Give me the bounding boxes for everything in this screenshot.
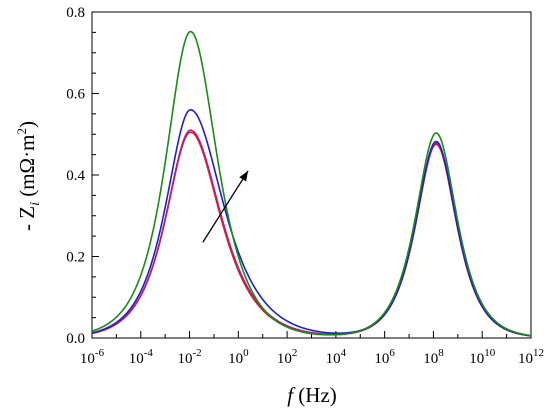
series-line — [91, 30, 532, 337]
y-tick-label: 0.6 — [66, 87, 85, 103]
x-tick-label: 106 — [374, 347, 395, 367]
x-tick-label: 1010 — [469, 347, 496, 367]
x-tick-label: 104 — [326, 347, 347, 367]
x-tick-label: 1012 — [518, 347, 544, 367]
trend-arrow — [202, 170, 249, 243]
y-tick-label: 0.0 — [66, 331, 85, 347]
x-tick-label: 10-6 — [80, 347, 105, 367]
plot-area: 0.0 0.2 0.4 0.6 0.8 10-6 10-4 10-2 100 102 104 106 1… — [66, 5, 544, 367]
x-tick-label: 108 — [423, 347, 444, 367]
series-line — [91, 131, 532, 337]
y-axis-label: - Zi (mΩ·m2) — [14, 121, 43, 231]
y-tick-label: 0.2 — [66, 250, 85, 266]
series-line — [91, 109, 532, 337]
y-tick-label: 0.4 — [66, 168, 85, 184]
plot-frame — [91, 11, 532, 339]
x-tick-label: 10-4 — [129, 347, 154, 367]
x-tick-label: 100 — [228, 347, 249, 367]
x-tick-label: 102 — [277, 347, 298, 367]
trend-arrow-head — [239, 170, 248, 182]
x-tick-label: 10-2 — [177, 347, 201, 367]
y-tick-label: 0.8 — [66, 5, 85, 21]
series-line — [91, 129, 532, 337]
x-axis-label: f (Hz) — [287, 383, 337, 407]
